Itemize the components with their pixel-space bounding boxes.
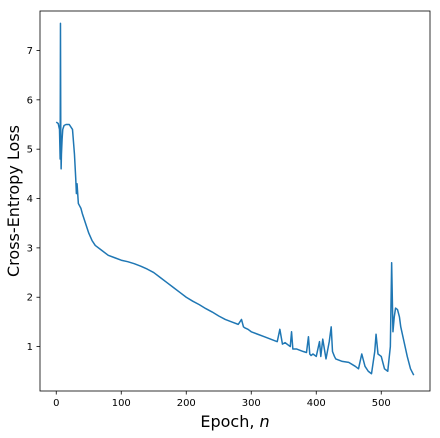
y-tick-label: 3 (27, 243, 33, 254)
y-axis-label: Cross-Entropy Loss (4, 125, 23, 277)
y-tick-label: 1 (27, 342, 33, 353)
x-axis-label: Epoch, n (200, 412, 269, 431)
x-axis-label-variable: n (260, 412, 270, 431)
x-tick-label: 400 (307, 398, 326, 409)
x-tick-label: 300 (242, 398, 261, 409)
x-tick-label: 500 (372, 398, 391, 409)
x-tick-label: 0 (53, 398, 59, 409)
plot-frame (39, 10, 431, 392)
x-tick-label: 100 (112, 398, 131, 409)
y-tick-label: 4 (27, 194, 33, 205)
y-tick-label: 2 (27, 293, 33, 304)
y-tick-label: 7 (27, 46, 33, 57)
y-tick-label: 6 (27, 95, 33, 106)
x-axis-ticks: 0 100 200 300 400 500 (53, 391, 391, 409)
y-axis-ticks: 1 2 3 4 5 6 7 (27, 46, 40, 353)
x-axis-label-text: Epoch, (200, 412, 259, 431)
y-tick-label: 5 (27, 145, 33, 156)
loss-series-line (55, 22, 415, 376)
plot-area (40, 11, 430, 391)
x-tick-label: 200 (177, 398, 196, 409)
